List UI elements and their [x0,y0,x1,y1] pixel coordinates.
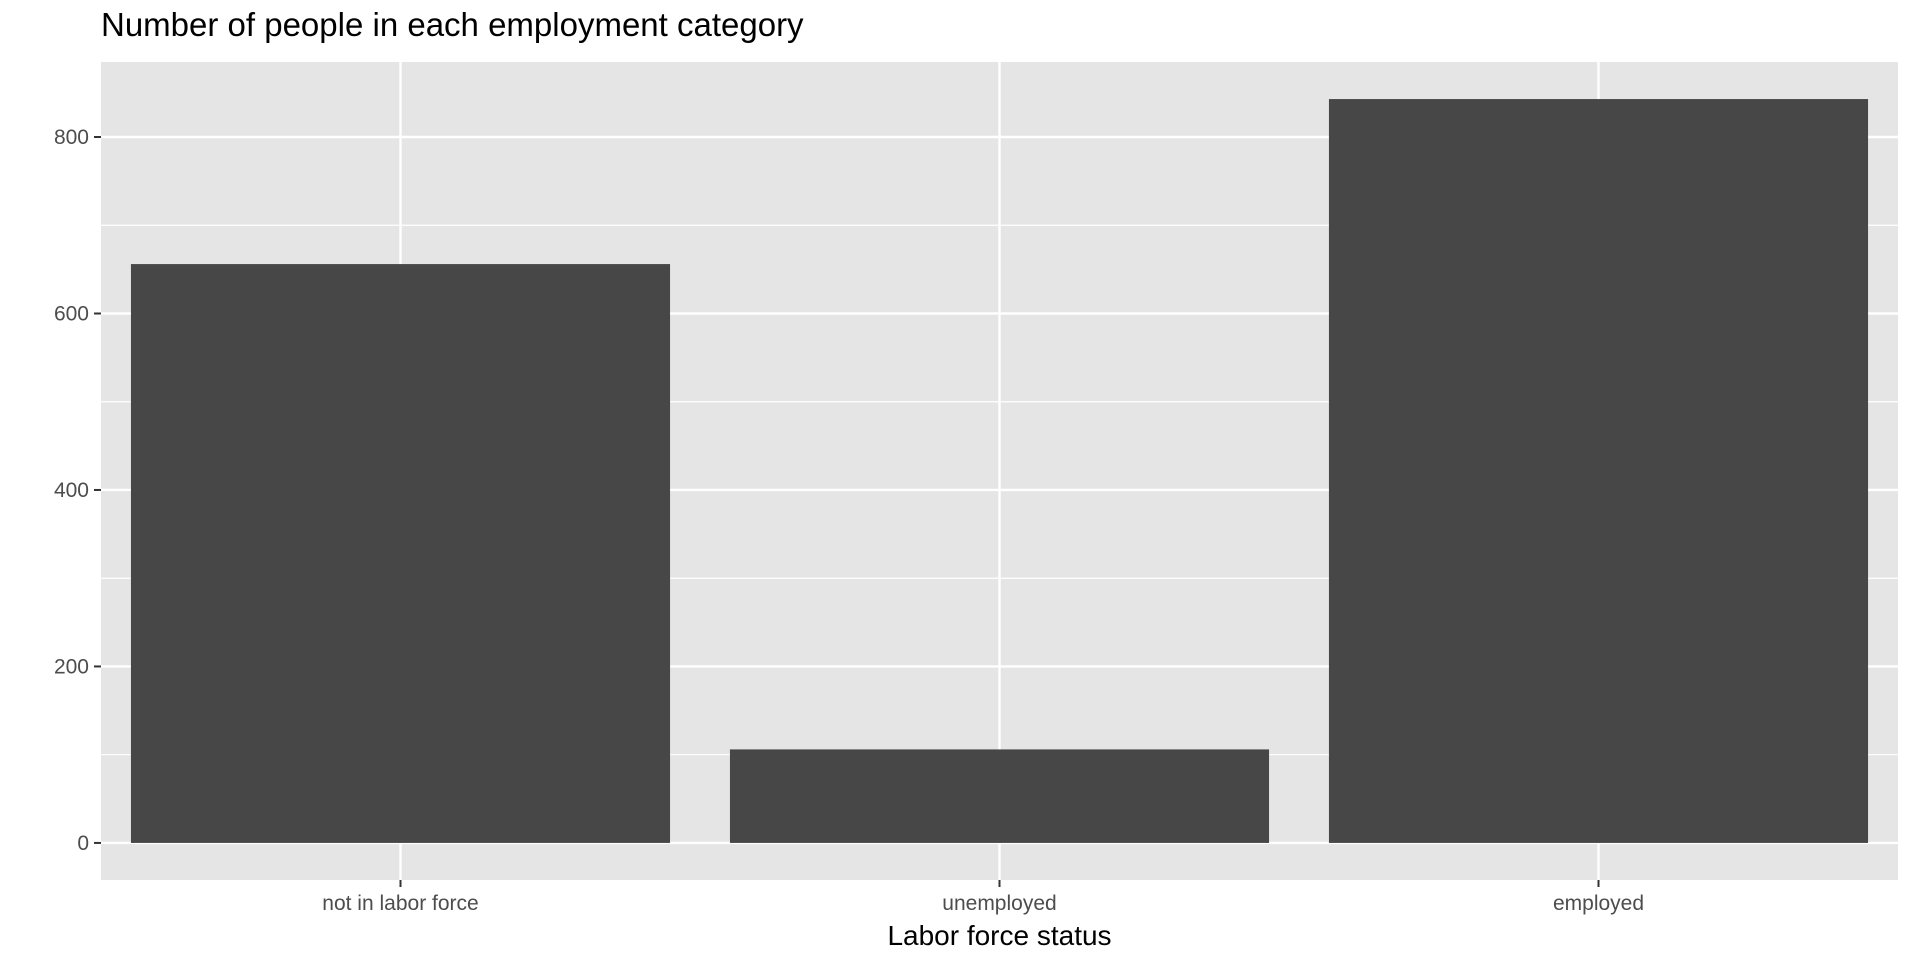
bar-not-in-labor-force [130,264,671,843]
x-tick-label: not in labor force [322,892,478,915]
x-axis: not in labor force unemployed employed [322,880,1644,915]
bars [130,99,1869,843]
y-tick-label: 400 [54,479,89,502]
bar-employed [1328,99,1869,843]
chart-title: Number of people in each employment cate… [101,6,804,43]
y-axis: 0 200 400 600 800 [54,126,101,855]
bar-unemployed [729,749,1270,843]
x-tick-label: employed [1553,892,1644,915]
y-tick-label: 200 [54,655,89,678]
x-tick-label: unemployed [942,892,1056,915]
y-tick-label: 800 [54,126,89,149]
x-axis-title: Labor force status [887,920,1111,951]
y-tick-label: 600 [54,302,89,325]
y-tick-label: 0 [77,832,89,855]
